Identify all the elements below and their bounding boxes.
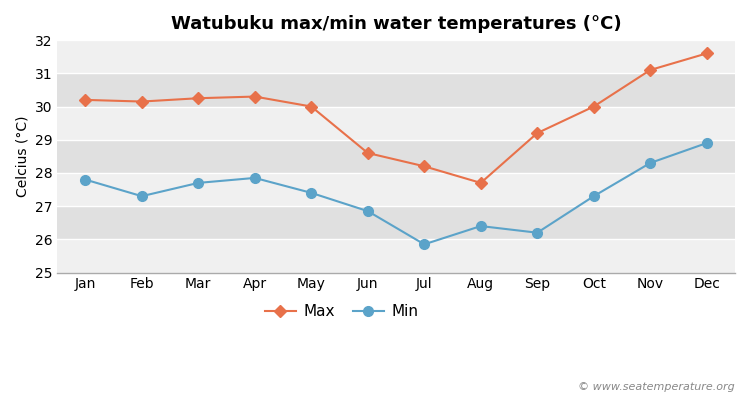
Title: Watubuku max/min water temperatures (°C): Watubuku max/min water temperatures (°C) xyxy=(171,15,621,33)
Bar xyxy=(57,239,735,272)
Bar xyxy=(57,206,735,239)
Bar xyxy=(57,140,735,173)
Legend: Max, Min: Max, Min xyxy=(259,298,424,325)
Y-axis label: Celcius (°C): Celcius (°C) xyxy=(15,116,29,197)
Bar xyxy=(57,106,735,140)
Bar xyxy=(57,40,735,73)
Bar xyxy=(57,173,735,206)
Text: © www.seatemperature.org: © www.seatemperature.org xyxy=(578,382,735,392)
Bar xyxy=(57,73,735,106)
